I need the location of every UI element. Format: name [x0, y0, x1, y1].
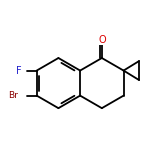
Text: F: F — [16, 66, 21, 76]
Text: Br: Br — [8, 91, 18, 100]
Text: O: O — [98, 35, 106, 45]
